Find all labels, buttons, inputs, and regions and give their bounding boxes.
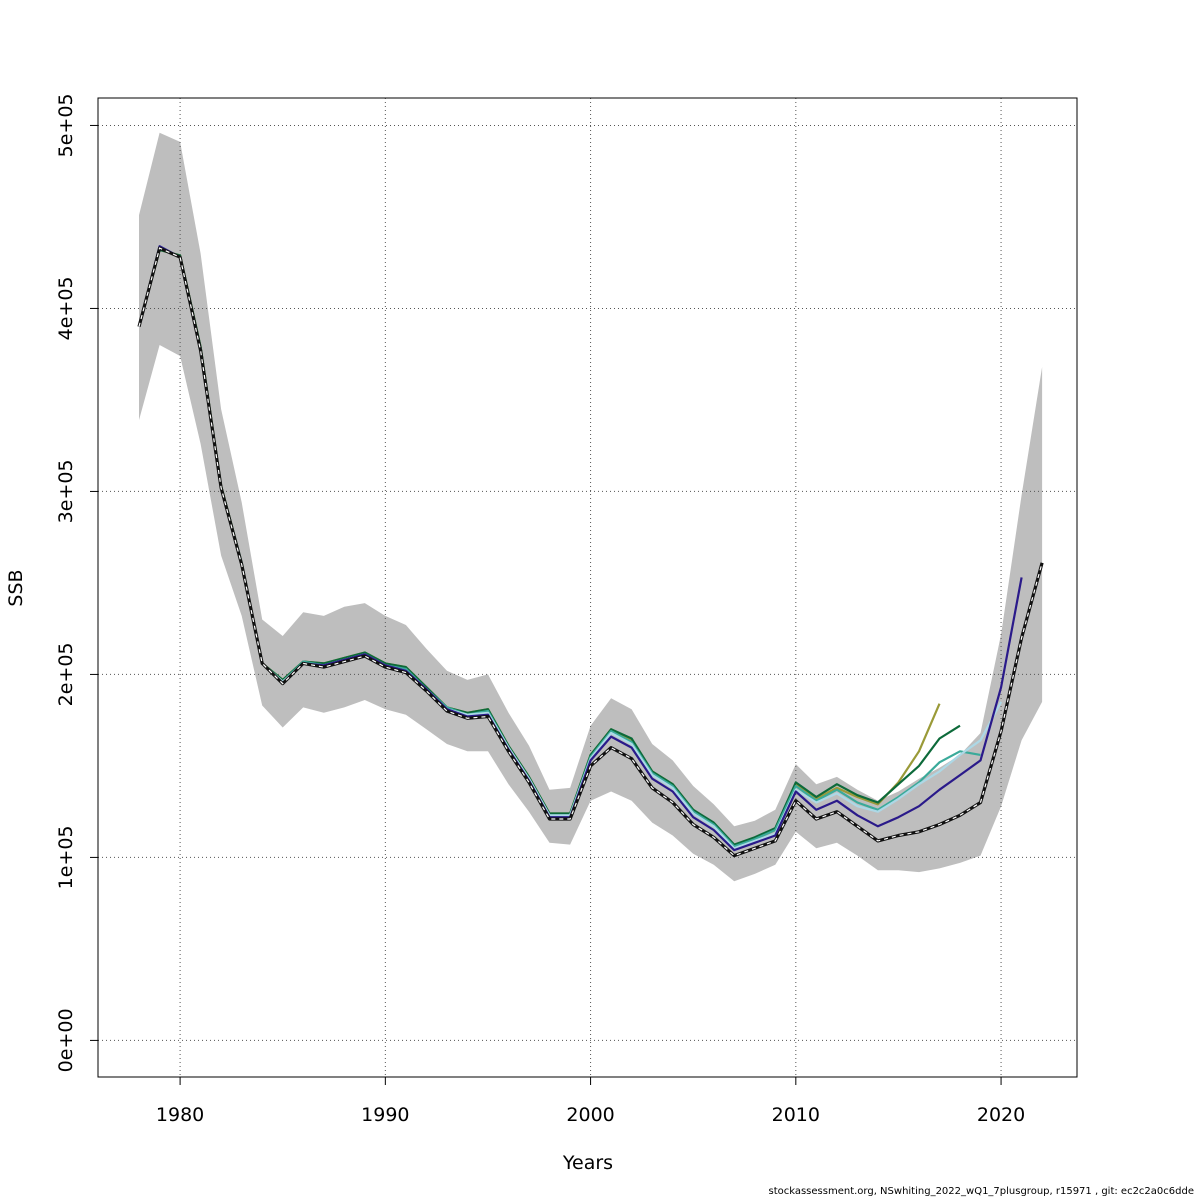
y-axis: 0e+00 1e+05 2e+05 3e+05 4e+05 5e+05 [55,93,98,1072]
x-tick-label: 1980 [156,1104,204,1126]
series-line-peelminus4 [137,248,961,846]
series-line-assessment [137,246,1044,858]
confidence-band-layer [139,132,1043,882]
plot-frame [97,97,1078,1078]
series-line-assessment-dash [138,247,1043,857]
series-line-peelminus3 [137,247,981,848]
y-tick-label: 5e+05 [55,93,77,157]
x-tick-label: 2020 [977,1104,1025,1126]
y-tick-label: 0e+00 [55,1008,77,1072]
y-tick-label: 2e+05 [55,642,77,706]
x-axis-title: Years [562,1152,613,1174]
y-tick-label: 1e+05 [55,825,77,889]
y-axis-title: SSB [5,569,27,606]
x-tick-label: 1990 [361,1104,409,1126]
footer-credit: stockassessment.org, NSwhiting_2022_wQ1_… [768,1186,1194,1197]
series-line-peelminus2 [137,245,1003,850]
y-tick-label: 4e+05 [55,276,77,340]
series-line-peelminus5 [137,248,941,848]
x-tick-label: 2010 [772,1104,820,1126]
series-lines [137,245,1044,858]
confidence-band [139,132,1043,882]
x-tick-label: 2000 [566,1104,614,1126]
x-axis: 1980 1990 2000 2010 2020 [156,1077,1025,1126]
y-tick-label: 3e+05 [55,459,77,523]
